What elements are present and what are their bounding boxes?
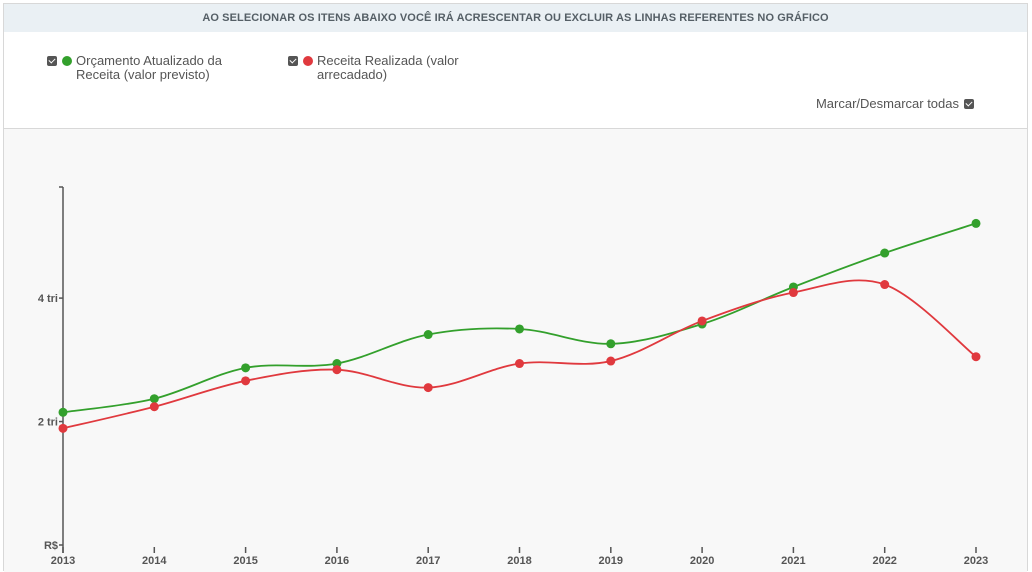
series-line-1 bbox=[62, 279, 977, 430]
series-1-point bbox=[788, 288, 798, 298]
checkbox-icon[interactable] bbox=[288, 56, 298, 66]
legend-label: Orçamento Atualizado da Receita (valor p… bbox=[76, 53, 222, 82]
x-tick-label: 2018 bbox=[507, 555, 531, 567]
legend-item-receita[interactable]: Receita Realizada (valor arrecadado) bbox=[288, 54, 477, 82]
series-0-point bbox=[880, 248, 890, 258]
series-1-point bbox=[971, 352, 981, 362]
series-0-point bbox=[58, 407, 68, 417]
x-tick-label: 2023 bbox=[964, 555, 988, 567]
series-1-point bbox=[423, 383, 433, 393]
x-tick-label: 2015 bbox=[233, 555, 257, 567]
series-line-0 bbox=[62, 222, 977, 414]
series-0-point bbox=[423, 330, 433, 340]
series-1-point bbox=[880, 280, 890, 290]
toggle-all-control[interactable]: Marcar/Desmarcar todas bbox=[816, 96, 974, 111]
series-color-dot bbox=[303, 56, 313, 66]
series-1-point bbox=[149, 402, 159, 412]
series-1-point bbox=[241, 376, 251, 386]
series-1-point bbox=[332, 365, 342, 375]
x-tick-label: 2016 bbox=[325, 555, 349, 567]
x-tick-label: 2022 bbox=[872, 555, 896, 567]
plot-area: R$ 2 tri 4 tri 2013 2014 2015 2016 2017 2018 2019… bbox=[4, 128, 1027, 572]
series-0-point bbox=[971, 218, 981, 228]
series-1-point bbox=[515, 359, 524, 369]
series-1-point bbox=[58, 423, 68, 433]
x-tick-label: 2021 bbox=[781, 555, 805, 567]
series-1-point bbox=[697, 316, 707, 326]
y-tick-label: R$ bbox=[44, 540, 58, 552]
series-color-dot bbox=[62, 56, 72, 66]
series-0-point bbox=[149, 394, 159, 404]
legend-label: Receita Realizada (valor arrecadado) bbox=[317, 53, 459, 82]
x-tick-label: 2013 bbox=[51, 555, 75, 567]
x-tick-label: 2020 bbox=[690, 555, 714, 567]
series-0-point bbox=[606, 339, 616, 349]
y-tick-label: 2 tri bbox=[38, 417, 58, 429]
x-tick-label: 2014 bbox=[142, 555, 167, 567]
series-1-point bbox=[606, 356, 616, 366]
line-chart: R$ 2 tri 4 tri 2013 2014 2015 2016 2017 2018 2019… bbox=[38, 186, 988, 567]
series-0-point bbox=[241, 363, 251, 373]
checkbox-icon[interactable] bbox=[47, 56, 57, 66]
x-tick-label: 2019 bbox=[599, 555, 623, 567]
panel-frame bbox=[3, 3, 1028, 571]
y-tick-label: 4 tri bbox=[38, 293, 58, 305]
toggle-all-label: Marcar/Desmarcar todas bbox=[815, 96, 959, 111]
x-tick-label: 2017 bbox=[416, 555, 440, 567]
legend-item-orcamento[interactable]: Orçamento Atualizado da Receita (valor p… bbox=[47, 54, 236, 82]
checkbox-icon[interactable] bbox=[964, 99, 974, 109]
instruction-banner: AO SELECIONAR OS ITENS ABAIXO VOCÊ IRÁ A… bbox=[4, 4, 1027, 32]
series-0-point bbox=[332, 359, 342, 369]
series-0-point bbox=[515, 324, 524, 334]
